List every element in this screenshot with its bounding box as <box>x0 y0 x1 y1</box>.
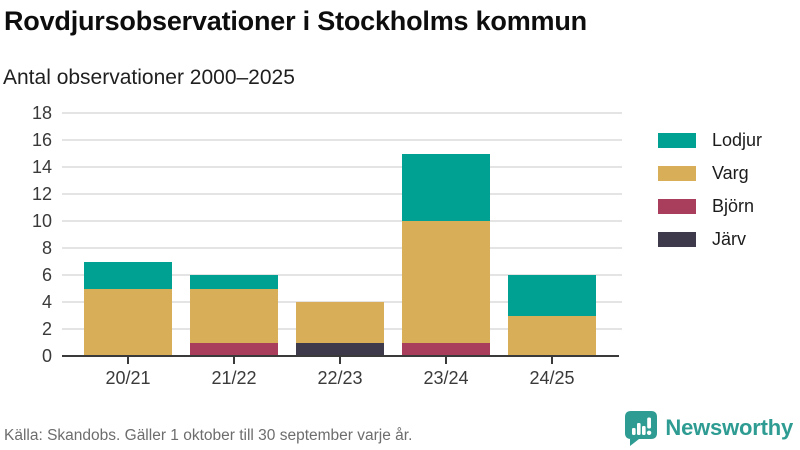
x-axis-tick <box>551 357 553 364</box>
x-axis-tick <box>233 357 235 364</box>
gridline-y8 <box>62 247 622 249</box>
bar-segment-varg-21-22 <box>190 288 278 343</box>
chart-title: Rovdjursobservationer i Stockholms kommu… <box>4 6 587 36</box>
x-axis-tick <box>127 357 129 364</box>
legend-swatch-jarv <box>658 232 696 247</box>
x-axis-label: 21/22 <box>211 368 257 388</box>
x-axis-label: 23/24 <box>423 368 469 388</box>
gridline-y14 <box>62 166 622 168</box>
newsworthy-logo[interactable]: Newsworthy <box>624 410 793 446</box>
plot-area: 20/21 21/22 22/23 23/24 24/25 <box>62 112 622 388</box>
y-axis-tick-label: 0 <box>41 346 52 366</box>
bar-segment-varg-22-23 <box>296 302 384 343</box>
y-axis-tick-label: 6 <box>41 265 52 285</box>
bar-segment-varg-20-21 <box>84 288 172 356</box>
legend-item-varg: Varg <box>658 163 762 184</box>
y-axis-labels: 0 2 4 6 8 10 12 14 16 18 <box>0 103 52 366</box>
gridline-y6 <box>62 274 622 276</box>
legend-label-varg: Varg <box>712 163 749 183</box>
bar-segment-lodjur-21-22 <box>190 275 278 289</box>
gridline-y18 <box>62 112 622 114</box>
newsworthy-wordmark: Newsworthy <box>665 415 793 440</box>
x-axis-tick <box>445 357 447 364</box>
y-axis-tick-label: 18 <box>31 103 52 123</box>
y-axis-tick-label: 10 <box>31 211 52 231</box>
legend-swatch-lodjur <box>658 133 696 148</box>
gridline-y16 <box>62 139 622 141</box>
y-axis-tick-label: 8 <box>41 238 52 258</box>
bar-segment-varg-24-25 <box>508 315 596 356</box>
x-axis-label: 22/23 <box>317 368 363 388</box>
legend-item-lodjur: Lodjur <box>658 130 762 151</box>
bar-segment-lodjur-23-24 <box>402 153 490 221</box>
bar-segment-jarv-22-23 <box>296 342 384 356</box>
y-axis-tick-label: 14 <box>31 157 52 177</box>
gridline-y12 <box>62 193 622 195</box>
x-axis-label: 20/21 <box>105 368 151 388</box>
legend-label-lodjur: Lodjur <box>712 130 763 150</box>
newsworthy-bubble-chart-icon <box>624 410 658 446</box>
bar-segment-bjorn-23-24 <box>402 342 490 356</box>
bar-segment-varg-23-24 <box>402 221 490 343</box>
legend-swatch-bjorn <box>658 199 696 214</box>
legend-label-jarv: Järv <box>712 229 747 249</box>
y-axis-tick-label: 4 <box>41 292 52 312</box>
y-axis-tick-label: 16 <box>31 130 52 150</box>
chart-subtitle: Antal observationer 2000–2025 <box>3 66 295 89</box>
source-note: Källa: Skandobs. Gäller 1 oktober till 3… <box>4 427 413 444</box>
bar-segment-bjorn-21-22 <box>190 342 278 356</box>
legend-item-bjorn: Björn <box>658 196 762 217</box>
gridline-y10 <box>62 220 622 222</box>
bar-segment-lodjur-24-25 <box>508 275 596 316</box>
x-axis-line <box>62 355 619 357</box>
bar-segment-lodjur-20-21 <box>84 261 172 289</box>
chart-legend: Lodjur Varg Björn Järv <box>658 130 762 250</box>
legend-item-jarv: Järv <box>658 229 762 250</box>
legend-swatch-varg <box>658 166 696 181</box>
x-axis-tick <box>339 357 341 364</box>
y-axis-tick-label: 2 <box>41 319 52 339</box>
y-axis-tick-label: 12 <box>31 184 52 204</box>
legend-label-bjorn: Björn <box>712 196 755 216</box>
x-axis-label: 24/25 <box>529 368 575 388</box>
